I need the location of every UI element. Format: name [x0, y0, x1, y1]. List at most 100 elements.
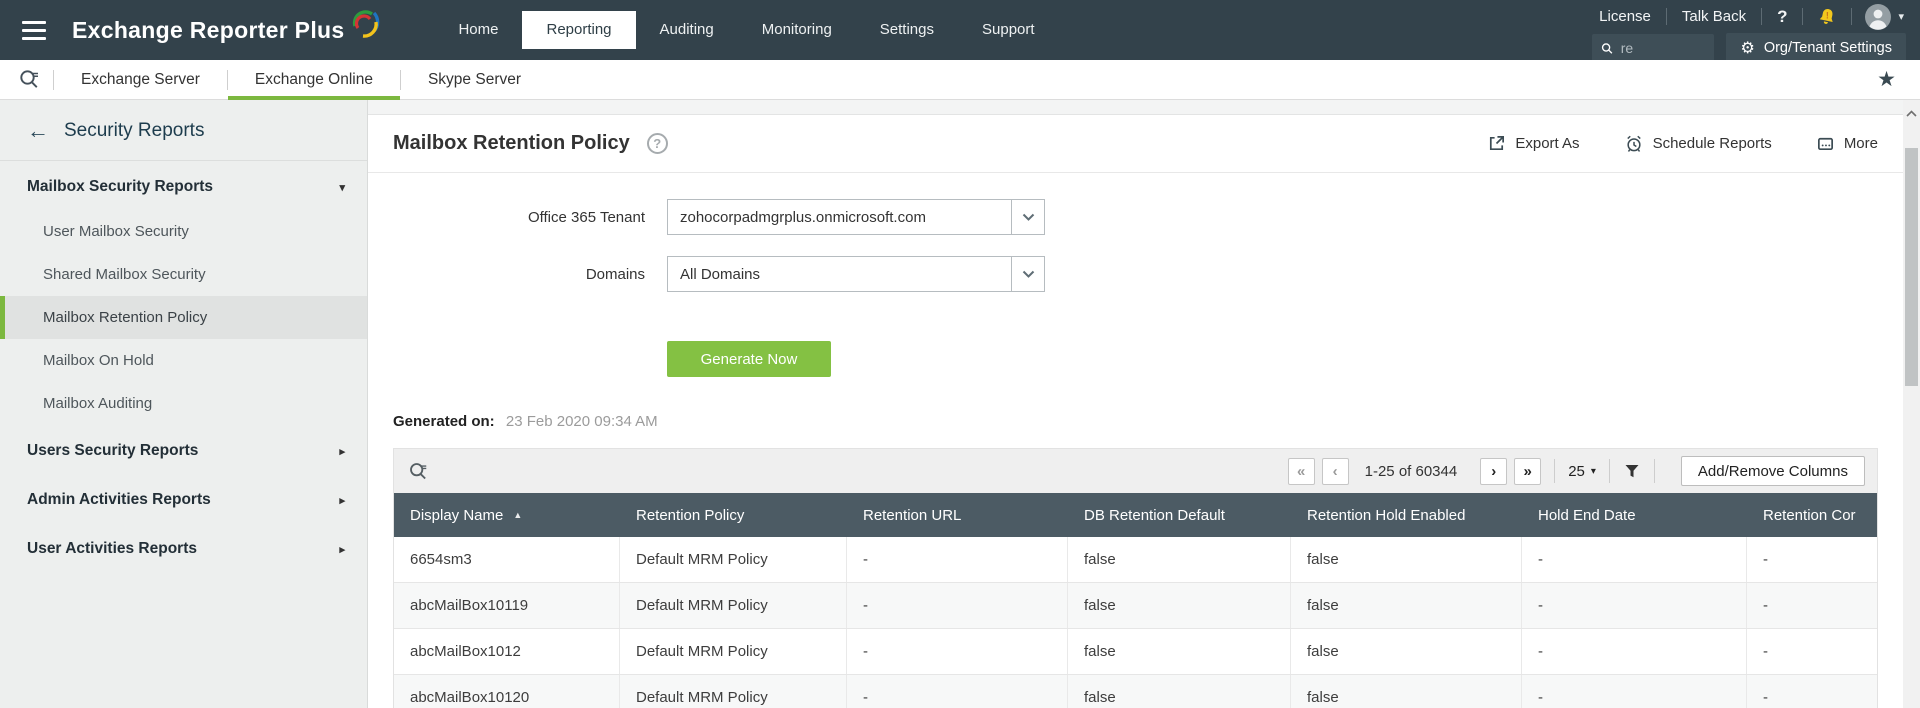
sidebar-item-shared-mailbox-security[interactable]: Shared Mailbox Security: [43, 266, 206, 283]
cell-display-name: abcMailBox10119: [394, 583, 620, 628]
chevron-right-icon: ▸: [339, 543, 345, 556]
tab-exchange-server[interactable]: Exchange Server: [81, 70, 200, 88]
cell-hold-end-date: -: [1522, 675, 1747, 708]
prev-page-button[interactable]: ‹: [1321, 457, 1349, 485]
sidebar-item-mailbox-retention-policy[interactable]: Mailbox Retention Policy: [0, 296, 367, 339]
logo-swirl-icon: [353, 10, 380, 38]
vertical-scrollbar[interactable]: [1903, 100, 1920, 708]
chevron-right-icon: ▸: [339, 445, 345, 458]
last-page-button[interactable]: »: [1514, 457, 1542, 485]
cell-db-retention-default: false: [1068, 537, 1291, 582]
page-size-value: 25: [1568, 462, 1585, 480]
cell-retention-comment: -: [1763, 551, 1768, 568]
cell-retention-hold-enabled: false: [1291, 675, 1522, 708]
scroll-up-arrow[interactable]: [1903, 100, 1920, 126]
cell-hold-end-date: -: [1522, 629, 1747, 674]
sidebar-title: Security Reports: [64, 120, 205, 141]
report-help-icon[interactable]: ?: [646, 133, 668, 154]
title-row: Mailbox Retention Policy ? Export As Sch…: [368, 115, 1920, 173]
schedule-reports-button[interactable]: Schedule Reports: [1624, 134, 1772, 154]
first-page-button[interactable]: «: [1287, 457, 1315, 485]
divider: [1554, 459, 1556, 483]
cell-retention-url: -: [847, 675, 1068, 708]
avatar-icon: [1865, 3, 1892, 30]
sidebar-group-users-security-reports[interactable]: Users Security Reports ▸: [0, 425, 367, 474]
nav-tab-reporting[interactable]: Reporting: [522, 11, 636, 49]
generate-now-button[interactable]: Generate Now: [667, 341, 831, 377]
nav-tab-support[interactable]: Support: [982, 21, 1035, 38]
nav-tab-monitoring[interactable]: Monitoring: [761, 21, 832, 38]
table-search-icon[interactable]: [408, 461, 429, 482]
domains-row: Domains All Domains: [393, 256, 1878, 292]
cell-db-retention-default: false: [1068, 629, 1291, 674]
gear-icon: ⚙: [1740, 38, 1755, 57]
domains-select[interactable]: All Domains: [667, 256, 1045, 292]
pagination-range: 1-25 of 60344: [1364, 462, 1458, 480]
cell-display-name: 6654sm3: [394, 537, 620, 582]
next-page-button[interactable]: ›: [1480, 457, 1508, 485]
help-icon[interactable]: ?: [1777, 6, 1788, 26]
nav-tab-auditing[interactable]: Auditing: [659, 21, 714, 38]
report-table: « ‹ 1-25 of 60344 › » 25 ▾ Add/Remov: [393, 448, 1878, 708]
license-link[interactable]: License: [1599, 8, 1651, 25]
user-caret-icon: ▾: [1898, 11, 1904, 23]
table-header-row: Display Name ▲ Retention Policy Retentio…: [394, 493, 1877, 537]
table-row: abcMailBox10120 Default MRM Policy - fal…: [394, 675, 1877, 708]
nav-tab-settings[interactable]: Settings: [879, 21, 934, 38]
notification-bell-icon[interactable]: !: [1803, 6, 1851, 28]
divider: [1665, 8, 1667, 25]
tenant-select[interactable]: zohocorpadmgrplus.onmicrosoft.com: [667, 199, 1045, 235]
chevron-down-icon: [1011, 257, 1044, 291]
cell-retention-hold-enabled: false: [1291, 583, 1522, 628]
export-as-button[interactable]: Export As: [1487, 134, 1580, 153]
filter-funnel-icon[interactable]: [1623, 462, 1641, 480]
column-header-retention-hold-enabled[interactable]: Retention Hold Enabled: [1307, 506, 1466, 524]
cell-retention-policy: Default MRM Policy: [620, 675, 847, 708]
favorite-star-icon[interactable]: ★: [1877, 68, 1896, 91]
back-arrow-icon[interactable]: ←: [27, 118, 49, 143]
report-search-icon[interactable]: [18, 68, 41, 91]
nav-tab-home[interactable]: Home: [458, 21, 499, 38]
column-header-retention-url[interactable]: Retention URL: [863, 506, 962, 524]
hamburger-menu-icon[interactable]: [22, 20, 46, 40]
export-as-label: Export As: [1515, 135, 1580, 152]
generated-on-label: Generated on:: [393, 413, 495, 430]
talkback-link[interactable]: Talk Back: [1681, 8, 1747, 25]
column-header-db-retention-default[interactable]: DB Retention Default: [1084, 506, 1225, 524]
sidebar-group-mailbox-security-reports[interactable]: Mailbox Security Reports ▾: [0, 161, 367, 210]
global-search-input[interactable]: [1620, 40, 1706, 56]
sidebar-group-admin-activities-reports[interactable]: Admin Activities Reports ▸: [0, 474, 367, 523]
tab-skype-server[interactable]: Skype Server: [427, 70, 522, 88]
sidebar-header: ← Security Reports: [0, 100, 367, 161]
sidebar-group-user-activities-reports[interactable]: User Activities Reports ▸: [0, 523, 367, 572]
chevron-down-icon: ▾: [1590, 465, 1596, 477]
org-tenant-settings-button[interactable]: ⚙ Org/Tenant Settings: [1726, 33, 1906, 63]
user-menu[interactable]: ▾: [1852, 3, 1906, 30]
sidebar-item-user-mailbox-security[interactable]: User Mailbox Security: [43, 223, 189, 240]
column-header-retention-comment[interactable]: Retention Cor: [1763, 506, 1856, 524]
cell-retention-hold-enabled: false: [1291, 629, 1522, 674]
sidebar-item-mailbox-on-hold[interactable]: Mailbox On Hold: [43, 352, 154, 369]
sidebar-item-mailbox-auditing[interactable]: Mailbox Auditing: [43, 395, 153, 412]
header-second-row: ⚙ Org/Tenant Settings: [1592, 33, 1906, 63]
sidebar-group-label: Admin Activities Reports: [27, 491, 211, 508]
scrollbar-thumb[interactable]: [1905, 148, 1918, 386]
global-search-box[interactable]: [1592, 34, 1715, 62]
tenant-label: Office 365 Tenant: [527, 208, 645, 226]
column-header-display-name[interactable]: Display Name ▲: [410, 506, 523, 524]
tab-exchange-online[interactable]: Exchange Online: [227, 60, 401, 100]
divider: [399, 69, 401, 90]
column-header-retention-policy[interactable]: Retention Policy: [636, 506, 745, 524]
cell-retention-policy: Default MRM Policy: [620, 629, 847, 674]
cell-db-retention-default: false: [1068, 583, 1291, 628]
report-form: Office 365 Tenant zohocorpadmgrplus.onmi…: [368, 173, 1920, 377]
add-remove-columns-button[interactable]: Add/Remove Columns: [1680, 456, 1865, 486]
divider: [1653, 459, 1655, 483]
more-button[interactable]: More: [1816, 134, 1878, 153]
divider: [1802, 8, 1804, 25]
alarm-clock-icon: [1626, 135, 1641, 152]
more-label: More: [1843, 135, 1878, 152]
page-size-dropdown[interactable]: 25 ▾: [1568, 463, 1596, 480]
sidebar-group-label: Mailbox Security Reports: [27, 178, 214, 195]
column-header-hold-end-date[interactable]: Hold End Date: [1538, 506, 1636, 524]
